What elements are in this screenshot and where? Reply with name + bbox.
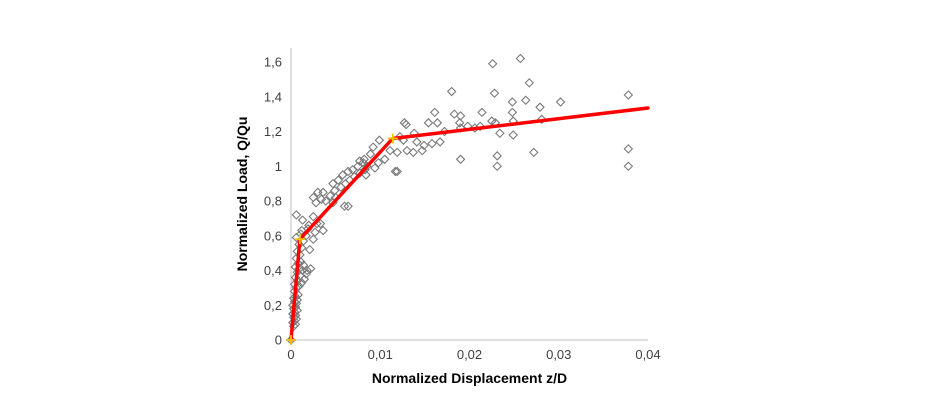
y-tick-label: 0,2 <box>264 298 282 313</box>
scatter-point <box>379 154 390 165</box>
scatter-point <box>412 137 422 147</box>
scatter-point <box>360 164 370 175</box>
x-tick-label: 0,03 <box>546 347 571 362</box>
breakpoint-marker <box>387 133 398 144</box>
y-tick-label: 1,6 <box>264 55 282 70</box>
scatter-point <box>401 119 411 130</box>
scatter-point <box>297 215 308 225</box>
scatter-point <box>308 211 319 222</box>
scatter-point <box>489 88 500 99</box>
scatter-point <box>427 138 437 149</box>
scatter-point <box>515 53 526 64</box>
scatter-point <box>361 170 371 180</box>
scatter-point <box>623 144 634 154</box>
scatter-point <box>492 161 502 172</box>
scatter-point <box>449 109 460 119</box>
scatter-point <box>475 121 485 132</box>
scatter-point <box>446 86 457 97</box>
scatter-point <box>432 118 443 128</box>
scatter-point <box>373 157 384 168</box>
scatter-point <box>343 166 353 177</box>
y-tick-label: 0,4 <box>264 263 282 278</box>
breakpoint-marker <box>294 234 305 245</box>
y-tick-label: 1 <box>275 159 282 174</box>
scatter-point <box>423 118 434 128</box>
scatter-point <box>308 234 319 245</box>
scatter-point <box>291 210 302 220</box>
scatter-point <box>325 191 336 201</box>
scatter-point <box>302 265 312 276</box>
scatter-point <box>528 147 539 158</box>
scatter-point <box>312 187 323 198</box>
y-axis-title: Normalized Load, Q/Qu <box>234 116 250 272</box>
scatter-point <box>318 225 328 236</box>
scatter-point <box>623 161 634 172</box>
scatter-point <box>399 118 410 128</box>
scatter-point <box>297 265 308 276</box>
scatter-point <box>374 135 385 145</box>
scatter-point <box>339 201 350 211</box>
y-tick-label: 1,4 <box>264 89 282 104</box>
scatter-point <box>408 147 419 158</box>
x-tick-label: 0,02 <box>457 347 482 362</box>
scatter-point <box>298 260 309 271</box>
scatter-point <box>455 154 466 165</box>
scatter-point <box>537 114 547 125</box>
scatter-point <box>359 154 369 165</box>
scatter-point <box>354 156 365 166</box>
scatter-point <box>390 166 401 177</box>
scatter-point <box>623 90 634 100</box>
x-tick-label: 0 <box>287 347 294 362</box>
scatter-point <box>370 163 380 173</box>
scatter-point <box>337 170 348 180</box>
scatter-point <box>454 118 465 128</box>
scatter-point <box>343 201 353 211</box>
x-tick-label: 0,01 <box>368 347 393 362</box>
scatter-point <box>392 166 402 177</box>
scatter-point <box>333 175 344 185</box>
y-tick-label: 1,2 <box>264 124 282 139</box>
fit-line <box>289 106 650 342</box>
scatter-point <box>296 277 307 288</box>
scatter-point <box>304 244 315 255</box>
y-tick-label: 0,8 <box>264 194 282 209</box>
scatter-point <box>365 149 376 159</box>
y-tick-label: 0 <box>275 333 282 348</box>
scatter-point <box>419 140 429 151</box>
x-tick-label: 0,04 <box>635 347 660 362</box>
scatter-point <box>392 147 402 158</box>
scatter-point <box>507 107 518 118</box>
scatter-point <box>487 58 498 69</box>
scatter-point <box>402 145 412 156</box>
scatter-point <box>508 130 519 140</box>
x-axis-title: Normalized Displacement z/D <box>371 370 568 386</box>
y-tick-label: 0,6 <box>264 228 282 243</box>
scatter-point <box>429 107 440 118</box>
scatter-point <box>535 102 545 112</box>
scatter-point <box>318 187 328 198</box>
scatter-point <box>495 128 505 139</box>
scatter-point <box>329 185 340 196</box>
scatter-point <box>435 137 445 147</box>
scatter-point <box>321 196 331 206</box>
scatter-point <box>439 126 450 137</box>
scatter-point <box>507 97 518 107</box>
breakpoint-marker <box>286 335 296 345</box>
scatter-point <box>308 192 319 203</box>
scatter-point <box>492 151 502 161</box>
scatter-point <box>524 78 535 88</box>
scatter-point <box>555 97 566 107</box>
scatter-point <box>368 142 378 152</box>
scatter-point <box>520 95 531 106</box>
scatter-point <box>477 107 487 118</box>
scatter-point <box>316 194 327 205</box>
scatter-point <box>385 145 395 156</box>
scatter-point <box>310 227 320 238</box>
